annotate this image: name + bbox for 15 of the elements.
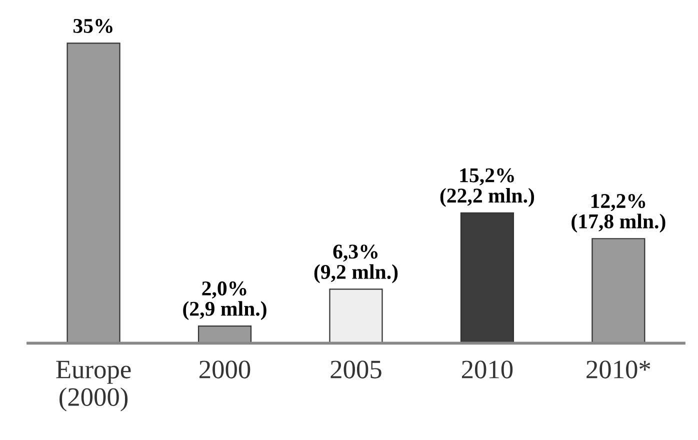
bar <box>198 326 252 344</box>
data-label: 2,0% (2,9 mln.) <box>183 281 266 320</box>
x-tick-label: 2005 <box>330 360 382 378</box>
x-tick-label: 2000 <box>200 360 250 378</box>
x-tick-label: 2010 <box>462 360 513 378</box>
bar <box>66 42 120 344</box>
data-label: 12,2% (17,8 mln.) <box>572 194 666 233</box>
bar <box>329 288 383 344</box>
data-label: 6,3% (9,2 mln.) <box>314 244 398 284</box>
bar <box>460 212 514 344</box>
bar <box>592 238 646 344</box>
x-tick-label: 2010* <box>586 360 650 378</box>
data-label: 15,2% (22,2 mln.) <box>440 168 534 207</box>
data-label: 35% <box>73 18 112 34</box>
x-tick-label: Europe (2000) <box>56 360 131 412</box>
